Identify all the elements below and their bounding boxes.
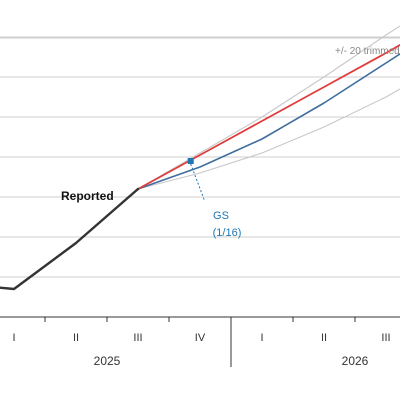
- annotation-reported: Reported: [61, 189, 114, 203]
- marker-layer: [187, 158, 206, 202]
- x-tick-label: III: [381, 332, 390, 344]
- year-label: 2025: [94, 354, 121, 368]
- x-tick-label: II: [321, 332, 327, 344]
- x-tick-label: IV: [195, 332, 206, 344]
- annotation-gs: GS: [213, 210, 229, 222]
- series-line-blue: [137, 53, 400, 190]
- x-tick-label: II: [73, 332, 79, 344]
- x-tick-label: I: [260, 332, 263, 344]
- x-tick-label: III: [133, 332, 142, 344]
- series-line-trimmed-upper: [137, 25, 400, 190]
- year-label: 2026: [342, 354, 369, 368]
- gridlines: [0, 36, 400, 278]
- gs-marker: [187, 158, 194, 164]
- annotation-gs-date: (1/16): [213, 227, 242, 239]
- gs-leader-line: [190, 163, 206, 202]
- annotation-trimmed: +/- 20 trimmed: [335, 46, 400, 57]
- series-line-reported: [0, 187, 140, 291]
- series-layer: [0, 25, 400, 291]
- series-line-trimmed-lower: [137, 88, 400, 190]
- x-tick-label: I: [12, 332, 15, 344]
